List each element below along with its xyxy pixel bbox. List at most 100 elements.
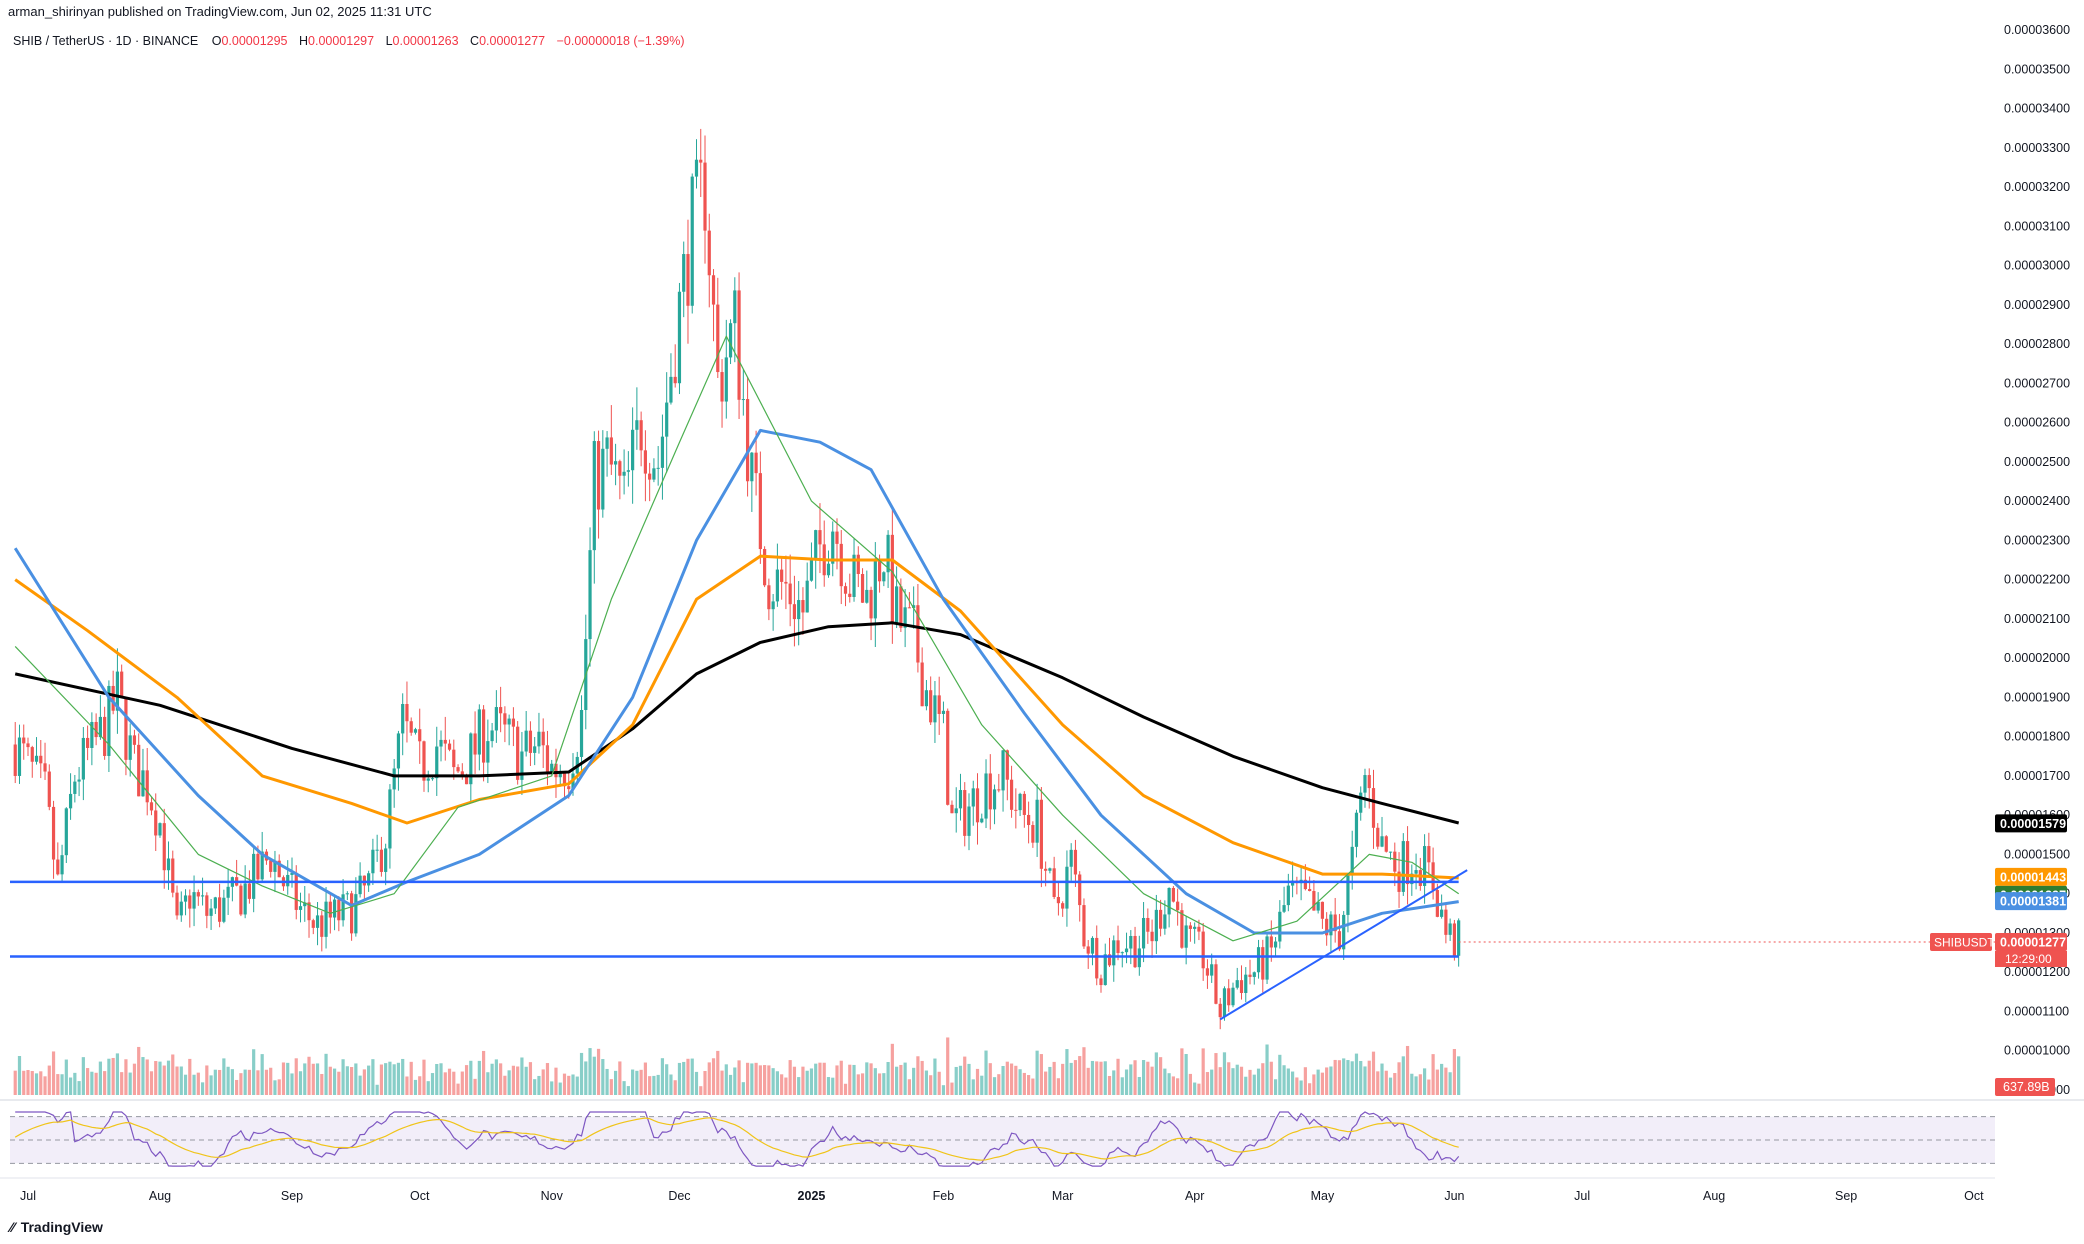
time-tick-label: Aug	[149, 1189, 171, 1203]
candle-body	[81, 737, 85, 780]
volume-bar	[1261, 1063, 1265, 1095]
candle-body	[1448, 923, 1452, 935]
candle-body	[912, 605, 916, 608]
candle-body	[1452, 923, 1456, 956]
candle-body	[835, 531, 839, 544]
candle-body	[852, 554, 856, 597]
volume-bar	[39, 1071, 43, 1095]
candle-body	[328, 901, 332, 918]
volume-bar	[920, 1060, 924, 1095]
candle-body	[375, 849, 379, 851]
volume-bar	[733, 1067, 737, 1095]
candle-body	[784, 581, 788, 584]
candle-body	[750, 452, 754, 482]
candle-body	[350, 893, 354, 934]
volume-bar	[1159, 1057, 1163, 1095]
volume-bar	[1273, 1079, 1278, 1095]
candle-body	[1146, 917, 1150, 932]
price-tick-label: 0.00003200	[2004, 180, 2070, 194]
price-axis-label	[1995, 892, 2067, 911]
candle-body	[260, 851, 264, 880]
candle-body	[388, 789, 392, 849]
volume-bar	[1342, 1058, 1346, 1095]
volume-bar	[392, 1064, 396, 1095]
candle-body	[1001, 750, 1005, 791]
ascending-trendline[interactable]	[1219, 869, 1468, 1021]
candle-body	[626, 470, 630, 472]
candle-body	[1180, 910, 1184, 948]
candle-body	[1107, 954, 1112, 966]
candle-body	[1163, 914, 1167, 929]
candle-body	[490, 730, 494, 742]
candle-body	[831, 531, 835, 564]
candle-body	[916, 605, 920, 663]
volume-bar	[1056, 1078, 1061, 1095]
volume-bar	[120, 1072, 124, 1095]
volume-bar	[750, 1063, 754, 1095]
symbol-title[interactable]: SHIB / TetherUS · 1D · BINANCE	[13, 34, 199, 48]
candle-body	[775, 569, 779, 602]
volume-bar	[281, 1062, 286, 1095]
candle-body	[1388, 851, 1393, 853]
candle-body	[716, 304, 720, 373]
volume-bar	[1435, 1069, 1439, 1095]
candle-body	[473, 733, 477, 755]
candle-body	[358, 875, 362, 895]
candle-body	[1176, 901, 1180, 911]
candle-body	[971, 788, 975, 807]
candle-body	[290, 872, 294, 875]
volume-bar	[865, 1062, 869, 1095]
volume-bar	[520, 1057, 524, 1095]
candle-body	[516, 726, 520, 780]
candle-body	[1427, 846, 1431, 863]
candle-body	[954, 808, 958, 814]
candle-body	[699, 159, 703, 163]
candle-body	[1116, 940, 1120, 953]
candle-body	[1320, 901, 1325, 919]
volume-bar	[1201, 1048, 1205, 1095]
candle-body	[39, 755, 43, 764]
candle-body	[56, 859, 60, 875]
price-tick-label: 0.00001700	[2004, 769, 2070, 783]
candle-body	[13, 744, 17, 776]
candle-body	[1031, 825, 1035, 843]
moving-averages-layer	[13, 335, 1460, 942]
low-value: 0.00001263	[392, 34, 459, 48]
price-tick-label: 0.00002800	[2004, 337, 2070, 351]
volume-bar	[384, 1063, 388, 1095]
volume-bar	[737, 1060, 741, 1095]
candle-body	[660, 436, 665, 468]
volume-bar	[533, 1079, 537, 1095]
volume-bar	[745, 1062, 750, 1095]
volume-bar	[975, 1068, 980, 1095]
countdown-label	[1995, 950, 2067, 967]
tradingview-logo[interactable]: ⁄⁄ TradingView	[10, 1219, 109, 1235]
candle-body	[111, 685, 115, 711]
volume-bar	[626, 1086, 630, 1095]
volume-bar	[350, 1067, 354, 1095]
candle-body	[720, 372, 724, 402]
candle-body	[1222, 988, 1227, 1018]
time-tick-label: Sep	[281, 1189, 303, 1203]
candle-body	[1316, 901, 1320, 911]
price-tick-label: 0.00003000	[2004, 259, 2070, 273]
candle-body	[401, 704, 405, 734]
volume-bar	[805, 1070, 809, 1095]
ma-line-ema-20	[14, 335, 1460, 942]
volume-bar	[1090, 1060, 1095, 1095]
price-tick-label: 0.00002500	[2004, 455, 2070, 469]
volume-bar	[550, 1081, 554, 1095]
candle-body	[801, 600, 805, 613]
candle-body	[1337, 931, 1342, 950]
volume-bar	[358, 1075, 362, 1095]
candle-body	[950, 804, 954, 814]
candle-body	[247, 883, 252, 899]
candle-body	[545, 745, 550, 772]
price-tick-label: 0.00003400	[2004, 102, 2070, 116]
candle-body	[1359, 792, 1363, 813]
candle-body	[405, 704, 409, 722]
volume-bar	[613, 1070, 618, 1095]
candle-body	[115, 671, 120, 711]
candle-body	[988, 773, 992, 810]
